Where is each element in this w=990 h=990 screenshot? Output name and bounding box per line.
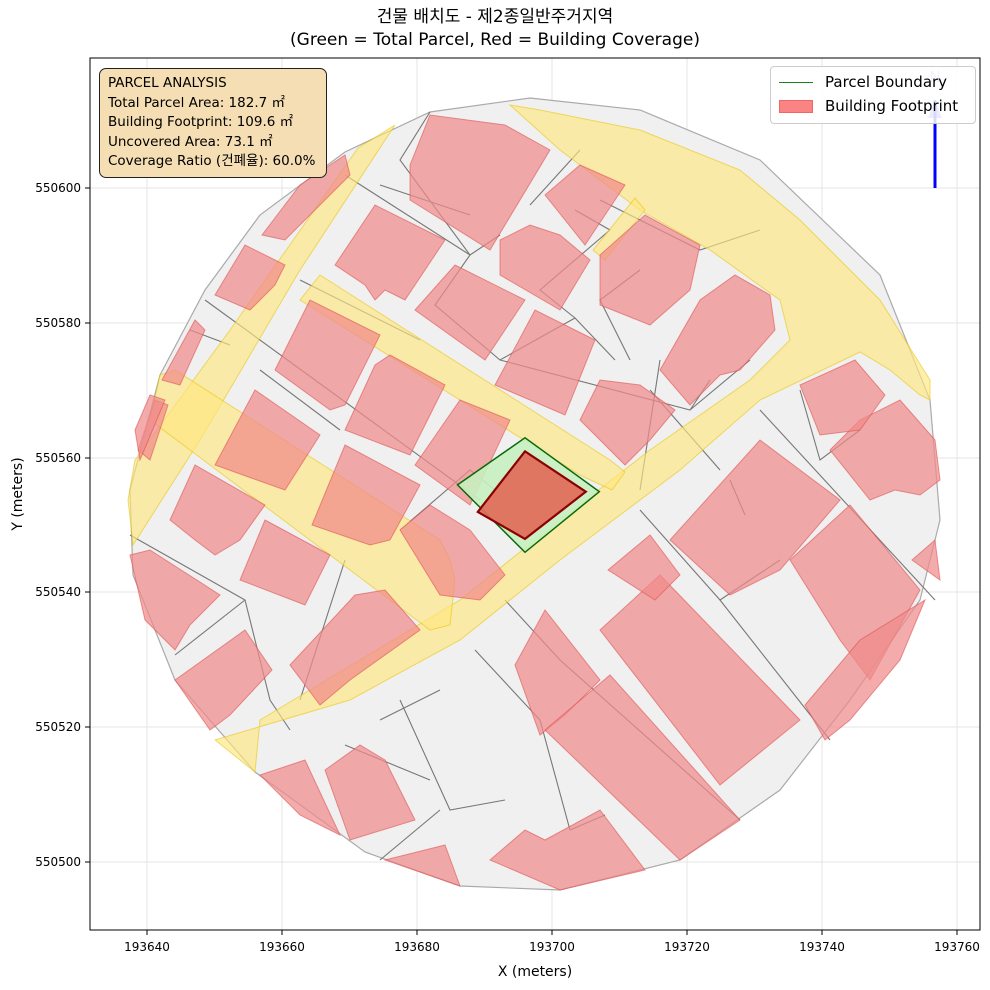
x-axis-label: X (meters) <box>498 964 572 980</box>
building-context <box>214 244 286 311</box>
roads <box>127 104 931 773</box>
y-axis-label: Y (meters) <box>10 457 26 531</box>
building-context <box>414 399 511 506</box>
building-context <box>799 359 886 436</box>
building-context <box>399 504 506 601</box>
building-context <box>334 204 446 301</box>
y-tick-label: 550580 <box>35 316 81 330</box>
building-context <box>499 224 591 311</box>
building-context <box>659 274 776 406</box>
legend-item-building: Building Footprint <box>779 97 958 115</box>
building-context <box>514 609 601 736</box>
building-context <box>174 629 273 731</box>
building-context <box>599 214 701 326</box>
y-tick-label: 550520 <box>35 720 81 734</box>
building-context <box>239 519 331 606</box>
building-context <box>599 574 801 786</box>
building-context <box>324 744 416 841</box>
legend-label-parcel: Parcel Boundary <box>825 73 948 91</box>
uncovered-area: Uncovered Area: 73.1 ㎡ <box>108 133 273 150</box>
building-context <box>409 114 551 251</box>
legend: Parcel Boundary Building Footprint <box>770 66 976 124</box>
building-context <box>289 589 421 706</box>
x-ticks <box>146 930 958 935</box>
legend-swatch-box <box>779 99 813 113</box>
x-tick-label: 193720 <box>664 940 710 954</box>
building-context <box>161 319 206 386</box>
y-tick-label: 550600 <box>35 181 81 195</box>
x-tick-label: 193760 <box>934 940 980 954</box>
legend-label-building: Building Footprint <box>825 97 959 115</box>
building-context <box>579 379 676 466</box>
x-tick-label: 193660 <box>259 940 305 954</box>
building-context <box>134 394 166 462</box>
chart-title-line2: (Green = Total Parcel, Red = Building Co… <box>290 30 700 50</box>
building-context <box>259 759 342 837</box>
x-tick-label: 193740 <box>799 940 845 954</box>
building-context <box>911 539 941 582</box>
building-context <box>311 444 421 546</box>
y-tick-label: 550560 <box>35 451 81 465</box>
legend-item-parcel: Parcel Boundary <box>779 73 947 91</box>
road-middle <box>299 274 626 491</box>
building-context <box>344 354 446 456</box>
building-context <box>129 549 221 651</box>
building-context <box>489 809 646 891</box>
x-tick-label: 193700 <box>529 940 575 954</box>
total-area: Total Parcel Area: 182.7 ㎡ <box>108 94 285 111</box>
chart-title: 건물 배치도 - 제2종일반주거지역 (Green = Total Parcel… <box>0 6 990 52</box>
y-tick-label: 550500 <box>35 855 81 869</box>
building-context <box>669 439 841 596</box>
plot-frame <box>89 57 981 931</box>
building-context <box>804 598 927 741</box>
context-buildings <box>129 114 941 891</box>
y-ticks <box>85 187 90 863</box>
building-context <box>383 844 461 887</box>
building-footprint <box>476 449 588 541</box>
coverage-ratio: Coverage Ratio (건폐율): 60.0% <box>108 153 316 169</box>
footprint-area: Building Footprint: 109.6 ㎡ <box>108 114 294 130</box>
building-context <box>494 309 596 416</box>
chart-title-line1: 건물 배치도 - 제2종일반주거지역 <box>376 7 614 27</box>
building-context <box>261 154 351 241</box>
x-tick-label: 193640 <box>124 940 170 954</box>
parcel-analysis-box: PARCEL ANALYSIS Total Parcel Area: 182.7… <box>99 68 327 178</box>
building-context <box>274 299 381 411</box>
building-context <box>214 389 321 491</box>
building-context <box>169 464 266 556</box>
building-context <box>414 264 526 361</box>
x-tick-label: 193680 <box>394 940 440 954</box>
y-tick-label: 550540 <box>35 585 81 599</box>
building-context <box>544 164 626 246</box>
analysis-title: PARCEL ANALYSIS <box>108 75 227 91</box>
building-context <box>544 674 741 861</box>
building-context <box>607 534 681 601</box>
legend-swatch-line <box>779 81 813 83</box>
